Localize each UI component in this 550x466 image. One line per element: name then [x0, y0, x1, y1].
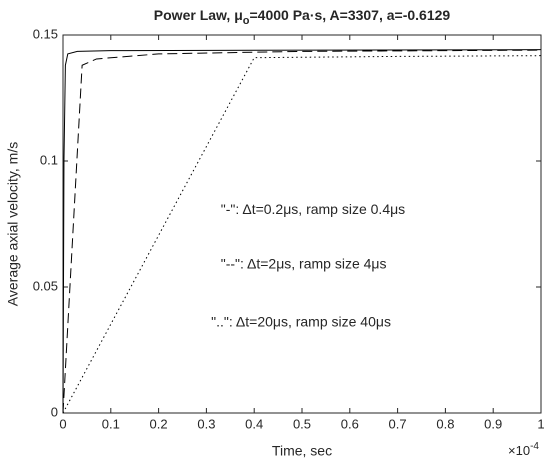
x-tick-label: 0.1 [102, 416, 120, 431]
title-main: Power Law, μ [154, 7, 243, 23]
plot-area [62, 34, 542, 414]
annotation: "--": Δt=2μs, ramp size 4μs [221, 256, 387, 272]
y-axis-label: Average axial velocity, m/s [5, 142, 21, 306]
x-tick-label: 0.6 [341, 416, 359, 431]
x-tick-label: 0 [59, 416, 66, 431]
exponent-base: ×10 [508, 443, 530, 458]
line-series [62, 49, 542, 414]
line-series [62, 49, 542, 414]
x-tick-label: 0.5 [293, 416, 311, 431]
x-tick-label: 0.4 [245, 416, 263, 431]
x-tick-label: 0.7 [389, 416, 407, 431]
y-tick-label: 0.05 [33, 278, 58, 293]
annotation: "..": Δt=20μs, ramp size 40μs [211, 313, 391, 329]
title-rest: =4000 Pa·s, A=3307, a=-0.6129 [250, 7, 451, 23]
title-subscript: o [243, 15, 250, 27]
x-tick-label: 1 [537, 416, 544, 431]
x-axis-label: Time, sec [272, 443, 332, 459]
exponent-power: -4 [530, 441, 539, 452]
y-tick-label: 0 [51, 404, 58, 419]
x-exponent: ×10-4 [508, 441, 539, 459]
y-tick-label: 0.1 [40, 152, 58, 167]
annotation: "-": Δt=0.2μs, ramp size 0.4μs [221, 201, 405, 217]
chart-title: Power Law, μo=4000 Pa·s, A=3307, a=-0.61… [154, 7, 451, 27]
x-tick-label: 0.3 [197, 416, 215, 431]
x-tick-label: 0.8 [436, 416, 454, 431]
x-tick-label: 0.9 [484, 416, 502, 431]
x-tick-label: 0.2 [150, 416, 168, 431]
y-tick-label: 0.15 [33, 26, 58, 41]
